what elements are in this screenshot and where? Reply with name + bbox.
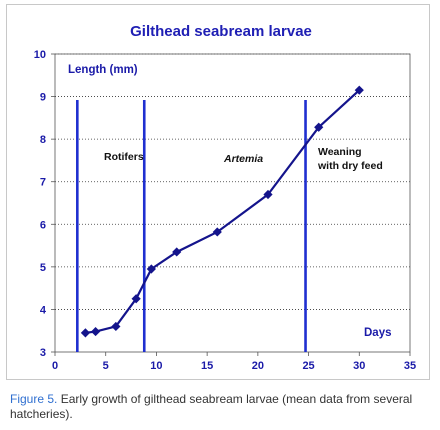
caption-label: Figure 5. — [10, 392, 58, 406]
tick-labels: 3 4 5 6 7 8 9 10 0 5 10 15 20 25 30 35 — [34, 49, 416, 372]
annotation-3: Weaning with dry feed — [317, 146, 383, 172]
annotation-2: Artemia — [223, 153, 263, 165]
x-tick-label: 15 — [201, 360, 213, 372]
data-point — [111, 321, 121, 332]
chart-title: Gilthead seabream larvae — [130, 23, 312, 40]
annotation-line: with dry feed — [317, 160, 383, 172]
y-tick-label: 9 — [40, 92, 46, 104]
caption-text: Early growth of gilthead seabream larvae… — [10, 392, 413, 421]
y-tick-label: 10 — [34, 49, 46, 61]
x-tick-label: 10 — [150, 360, 162, 372]
data-point — [90, 326, 101, 337]
data-point — [172, 247, 182, 257]
data-point — [314, 122, 324, 132]
y-tick-label: 5 — [40, 262, 46, 274]
feeding-phase-lines — [76, 100, 307, 352]
x-tick-label: 35 — [404, 360, 416, 372]
line-chart: Gilthead seabream larvae 3 4 5 6 7 8 9 10 0 5 10 15… — [34, 23, 416, 372]
y-tick-label: 8 — [40, 134, 46, 146]
x-tick-label: 20 — [252, 360, 264, 372]
annotation-line: Rotifers — [104, 151, 144, 163]
series-line — [85, 89, 361, 334]
annotation-1: Rotifers — [104, 151, 144, 163]
axes — [51, 53, 411, 356]
plot-area-border — [54, 53, 411, 353]
y-tick-label: 3 — [40, 347, 46, 359]
y-axis-label: Length (mm) — [68, 64, 138, 76]
y-tick-label: 6 — [40, 219, 46, 231]
data-point — [131, 294, 141, 304]
series-growth — [80, 85, 364, 338]
phase-annotations: Rotifers Artemia Weaning with dry feed — [104, 146, 383, 172]
data-point — [354, 85, 364, 95]
figure-caption: Figure 5. Early growth of gilthead seabr… — [10, 392, 430, 422]
y-tick-label: 4 — [40, 304, 47, 316]
y-tick-label: 7 — [40, 177, 46, 189]
data-point — [212, 227, 222, 237]
x-tick-label: 0 — [52, 360, 58, 372]
annotation-line: Weaning — [318, 146, 362, 158]
x-tick-label: 5 — [103, 360, 109, 372]
annotation-line: Artemia — [223, 153, 263, 165]
data-point — [263, 189, 273, 200]
x-axis-label: Days — [364, 327, 392, 339]
x-tick-label: 30 — [353, 360, 365, 372]
data-point — [80, 328, 91, 338]
x-tick-label: 25 — [302, 360, 314, 372]
data-point — [146, 264, 156, 274]
